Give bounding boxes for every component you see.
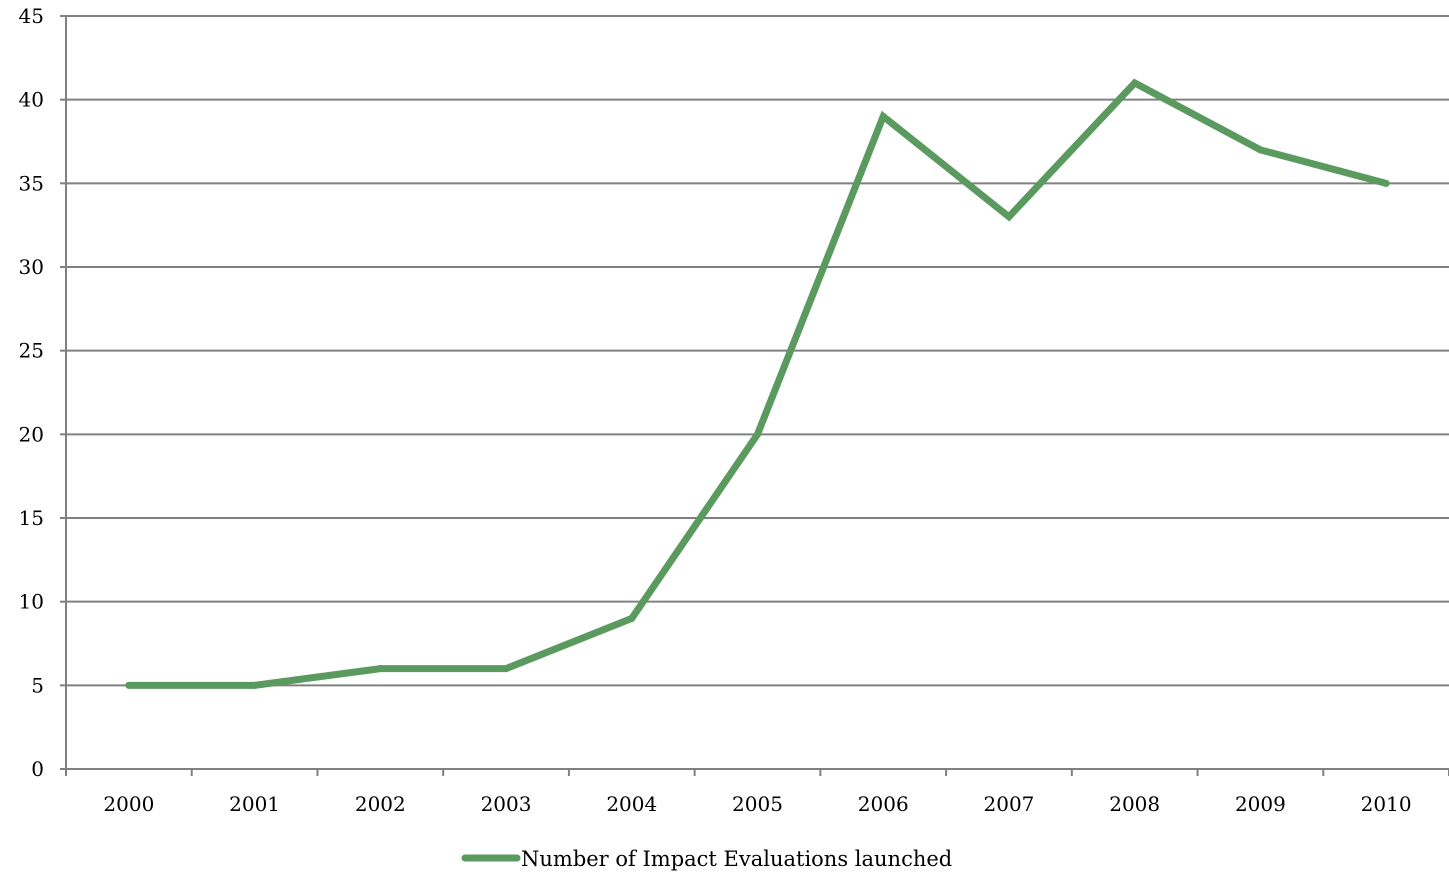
x-tick-label: 2000 (103, 792, 154, 816)
x-tick-label: 2006 (858, 792, 909, 816)
data-point (628, 615, 635, 622)
data-point (1005, 213, 1012, 220)
y-tick-label: 35 (19, 171, 44, 195)
y-axis-tick-labels: 0 5 10 15 20 25 30 35 40 45 (19, 4, 44, 781)
data-point (1131, 79, 1138, 86)
x-tick-label: 2001 (229, 792, 280, 816)
x-tick-label: 2003 (481, 792, 532, 816)
y-tick-label: 10 (19, 590, 44, 614)
x-tick-label: 2002 (355, 792, 406, 816)
data-point (377, 665, 384, 672)
data-point (251, 682, 258, 689)
x-tick-label: 2005 (732, 792, 783, 816)
series-line-0 (129, 83, 1386, 685)
y-tick-label: 0 (31, 757, 44, 781)
x-tick-label: 2009 (1235, 792, 1286, 816)
x-tick-label: 2007 (984, 792, 1035, 816)
data-point (503, 665, 510, 672)
y-tick-label: 40 (19, 88, 44, 112)
data-point (1257, 146, 1264, 153)
legend-label: Number of Impact Evaluations launched (521, 847, 952, 871)
y-tick-label: 45 (19, 4, 44, 28)
y-tick-label: 25 (19, 339, 44, 363)
x-tick-label: 2010 (1361, 792, 1412, 816)
y-tick-label: 30 (19, 255, 44, 279)
x-axis-tick-labels: 2000 2001 2002 2003 2004 2005 2006 2007 2008 2009… (103, 792, 1411, 816)
legend: Number of Impact Evaluations launched (465, 847, 952, 871)
data-point (880, 113, 887, 120)
gridlines (66, 16, 1449, 685)
data-point (125, 682, 132, 689)
x-tick-label: 2004 (606, 792, 657, 816)
series-layer (125, 79, 1389, 688)
y-tick-label: 5 (31, 673, 44, 697)
y-tick-label: 20 (19, 422, 44, 446)
data-point (754, 431, 761, 438)
y-tick-label: 15 (19, 506, 44, 530)
x-tick-label: 2008 (1109, 792, 1160, 816)
axes (60, 16, 1449, 776)
data-point (1383, 180, 1390, 187)
